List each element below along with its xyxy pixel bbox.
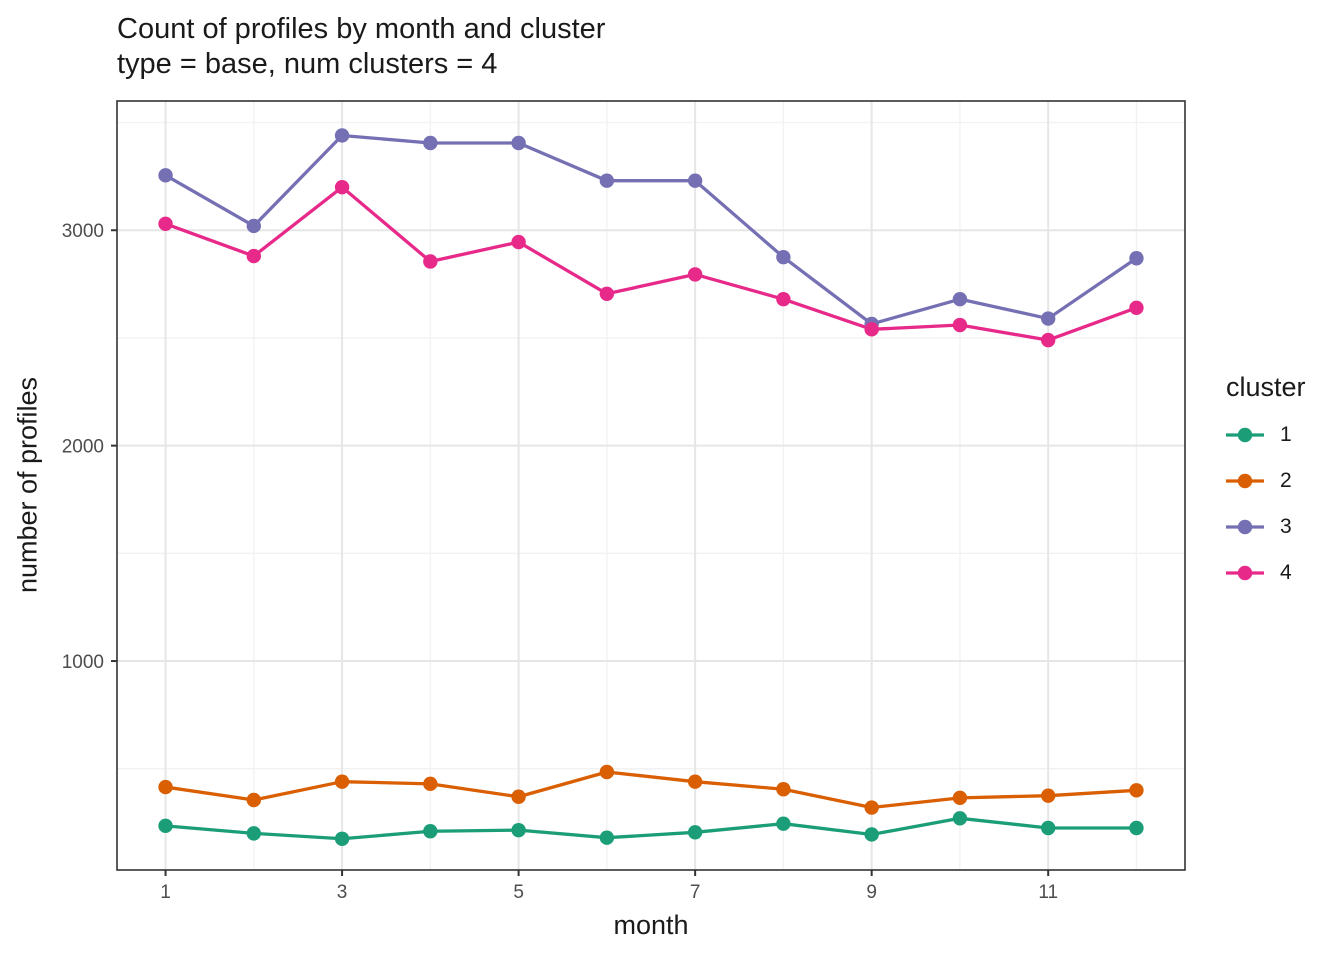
data-point-cluster-2 <box>776 782 791 797</box>
legend-label: 4 <box>1280 561 1292 584</box>
data-point-cluster-3 <box>334 128 350 143</box>
data-point-cluster-1 <box>1040 820 1056 836</box>
x-axis-title: month <box>613 910 689 940</box>
data-point-cluster-2 <box>952 790 968 806</box>
x-tick-label: 1 <box>160 882 171 903</box>
chart-title-block: Count of profiles by month and cluster t… <box>117 12 605 82</box>
data-point-cluster-3 <box>511 135 526 151</box>
data-point-cluster-1 <box>1129 820 1144 836</box>
data-point-cluster-3 <box>776 249 791 265</box>
legend-item-cluster-3: 3 <box>1224 515 1306 539</box>
legend-key-icon <box>1226 427 1264 443</box>
legend-item-cluster-4: 4 <box>1224 561 1306 585</box>
legend-key-icon <box>1226 473 1264 489</box>
data-point-cluster-3 <box>1129 251 1144 266</box>
series-line-cluster-4 <box>164 185 1138 342</box>
data-point-cluster-3 <box>1040 311 1056 326</box>
data-point-cluster-2 <box>864 800 879 815</box>
series-line-cluster-1 <box>165 816 1137 841</box>
data-point-cluster-4 <box>599 286 615 301</box>
panel-border <box>116 100 1186 871</box>
legend-item-cluster-1: 1 <box>1224 423 1306 447</box>
data-point-cluster-3 <box>687 173 703 188</box>
data-point-cluster-1 <box>599 830 615 845</box>
x-tick-label: 3 <box>337 882 348 903</box>
data-point-cluster-2 <box>334 774 350 789</box>
x-tick-label: 5 <box>513 882 524 903</box>
data-point-cluster-4 <box>423 254 438 269</box>
y-tick-label: 3000 <box>62 221 104 242</box>
legend-label: 3 <box>1280 515 1292 538</box>
legend-label: 2 <box>1280 469 1292 492</box>
data-point-cluster-4 <box>952 317 968 333</box>
y-axis-title: number of profiles <box>12 376 43 594</box>
data-point-cluster-1 <box>864 827 879 842</box>
data-point-cluster-1 <box>423 824 438 839</box>
data-point-cluster-4 <box>246 248 262 264</box>
legend-item-cluster-2: 2 <box>1224 469 1306 493</box>
data-point-cluster-3 <box>952 291 968 307</box>
legend-key-icon <box>1226 519 1264 535</box>
x-tick-label: 7 <box>690 882 701 903</box>
data-point-cluster-1 <box>952 811 968 826</box>
series-line-cluster-3 <box>164 133 1138 326</box>
data-point-cluster-2 <box>511 789 526 804</box>
data-point-cluster-3 <box>599 173 615 188</box>
legend-title: cluster <box>1226 372 1306 402</box>
data-point-cluster-1 <box>776 816 791 831</box>
data-point-cluster-3 <box>423 135 438 151</box>
y-tick-label: 1000 <box>62 652 104 673</box>
data-point-cluster-4 <box>1129 300 1144 315</box>
data-point-cluster-4 <box>776 291 791 307</box>
legend: cluster 1 2 3 <box>1224 372 1306 607</box>
chart-title: Count of profiles by month and cluster <box>117 13 606 45</box>
chart-subtitle: type = base, num clusters = 4 <box>117 48 498 80</box>
data-point-cluster-4 <box>864 322 879 337</box>
data-point-cluster-4 <box>158 216 173 231</box>
data-point-cluster-2 <box>1040 788 1056 803</box>
data-point-cluster-2 <box>158 779 173 795</box>
data-point-cluster-2 <box>1129 783 1144 798</box>
series-line-cluster-2 <box>165 770 1137 810</box>
data-point-cluster-4 <box>687 267 703 282</box>
x-tick-label: 11 <box>1038 882 1058 903</box>
data-point-cluster-2 <box>599 764 615 780</box>
data-point-cluster-1 <box>334 831 350 846</box>
data-point-cluster-4 <box>1040 332 1056 348</box>
data-point-cluster-1 <box>158 818 173 834</box>
data-point-cluster-4 <box>511 234 526 250</box>
data-point-cluster-4 <box>334 179 350 195</box>
data-point-cluster-3 <box>246 218 262 234</box>
data-point-cluster-1 <box>687 825 703 840</box>
y-tick-label: 2000 <box>62 437 104 458</box>
data-point-cluster-1 <box>511 822 526 838</box>
legend-key-icon <box>1226 565 1264 581</box>
data-point-cluster-3 <box>158 168 173 183</box>
legend-label: 1 <box>1280 423 1292 446</box>
data-point-cluster-1 <box>246 826 262 841</box>
data-point-cluster-2 <box>246 792 262 808</box>
data-point-cluster-2 <box>423 776 438 792</box>
data-point-cluster-2 <box>687 774 703 789</box>
x-tick-label: 9 <box>866 882 877 903</box>
